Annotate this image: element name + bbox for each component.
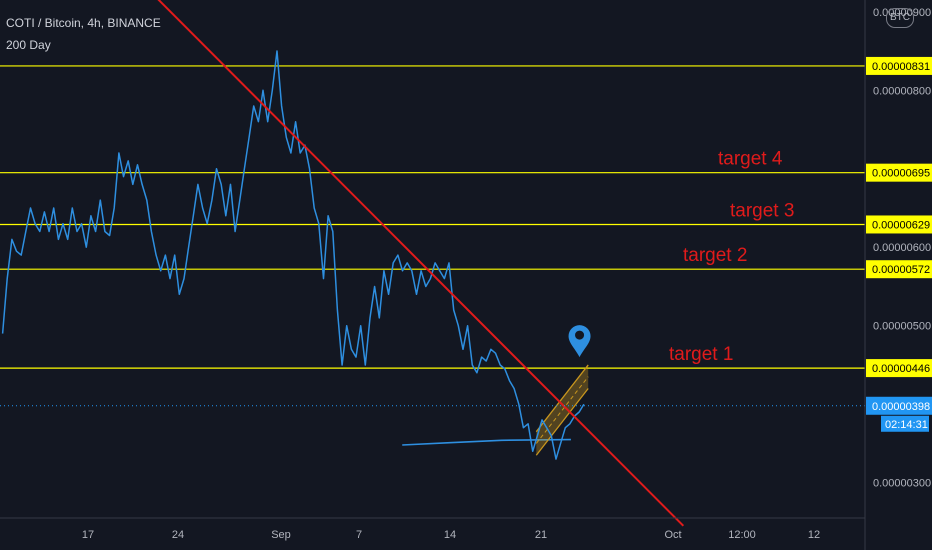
countdown-label: 02:14:31 (885, 419, 928, 431)
marker-layer (568, 325, 591, 358)
x-tick-label-12-00: 12:00 (728, 529, 756, 541)
trendline-layer (147, 0, 685, 527)
target-annotations: target 4 target 3 target 2 target 1 (669, 149, 794, 365)
level-tag-0 (866, 56, 932, 75)
x-tick-label-14: 14 (444, 529, 456, 541)
level-tag-1 (866, 163, 932, 182)
level-tag-label-0: 0.00000831 (872, 61, 930, 73)
level-tag-4 (866, 359, 932, 378)
x-tick-label-12: 12 (808, 529, 820, 541)
x-tick-label-21: 21 (535, 529, 547, 541)
level-tag-3 (866, 260, 932, 279)
current-price-label: 0.00000398 (872, 401, 930, 413)
level-tag-label-3: 0.00000572 (872, 264, 930, 276)
x-tick-label-sep: Sep (271, 529, 291, 541)
price-series (1, 50, 585, 460)
y-tick-label-2: 0.00000500 (873, 321, 931, 333)
annotation-target-4[interactable]: target 4 (718, 149, 783, 170)
x-tick-label-oct: Oct (664, 529, 681, 541)
level-tag-label-1: 0.00000695 (872, 168, 930, 180)
y-tick-label-0: 0.00000800 (873, 85, 931, 97)
x-tick-label-7: 7 (356, 529, 362, 541)
price-tags: 0.00000831 0.00000695 0.00000629 0.00000572… (866, 56, 932, 432)
x-tick-label-24: 24 (172, 529, 184, 541)
map-pin-icon[interactable] (568, 325, 591, 358)
symbol-label[interactable]: COTI / Bitcoin, 4h, BINANCE (6, 16, 161, 30)
current-price-tag (866, 396, 932, 415)
level-tag-label-2: 0.00000629 (872, 219, 930, 231)
level-tag-label-4: 0.00000446 (872, 363, 930, 375)
x-tick-label-17: 17 (82, 529, 94, 541)
indicator-label[interactable]: 200 Day (6, 38, 51, 52)
countdown-tag (881, 415, 929, 432)
annotation-target-2[interactable]: target 2 (683, 245, 747, 266)
y-tick-label-1: 0.00000600 (873, 242, 931, 254)
channel-mid-line (535, 376, 589, 444)
channel-lower-line[interactable] (535, 388, 589, 456)
y-tick-label-3: 0.00000300 (873, 478, 931, 490)
level-tag-2 (866, 215, 932, 234)
channel-upper-line[interactable] (535, 364, 589, 433)
annotation-target-1[interactable]: target 1 (669, 344, 733, 365)
currency-badge[interactable]: BTC (886, 8, 914, 28)
price-line[interactable] (1, 50, 585, 460)
chart-legend: COTI / Bitcoin, 4h, BINANCE 200 Day (6, 12, 161, 56)
horizontal-levels (0, 65, 865, 369)
red-trendline[interactable] (147, 0, 685, 527)
annotation-target-3[interactable]: target 3 (730, 200, 794, 221)
